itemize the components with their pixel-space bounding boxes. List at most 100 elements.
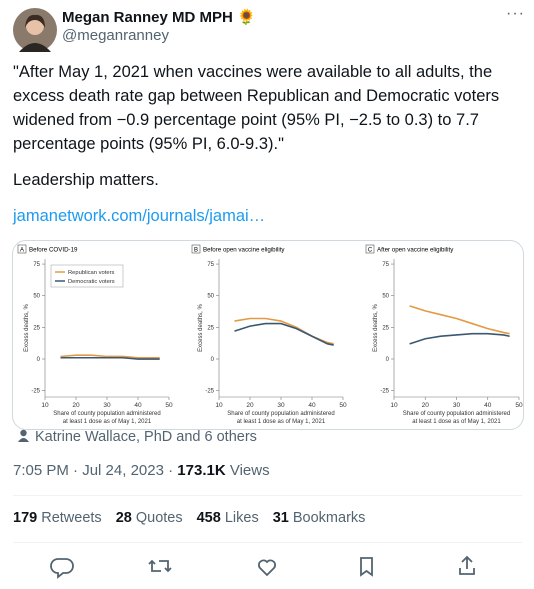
reply-button[interactable] bbox=[50, 558, 74, 579]
trend-line bbox=[60, 354, 160, 359]
y-tick-label: 0 bbox=[37, 357, 41, 363]
bookmark-button[interactable] bbox=[360, 557, 373, 577]
image[interactable]: A Before COVID-19 75 50 25 0 -25 10 20 30 40 50 Exce… bbox=[12, 240, 524, 430]
x-axis-label: at least 1 dose as of May 1, 2021 bbox=[412, 419, 501, 425]
social-text: Katrine Wallace, PhD and 6 others bbox=[35, 429, 257, 445]
stat-label: Likes bbox=[224, 510, 259, 526]
y-tick-label: -25 bbox=[205, 389, 214, 395]
y-tick-label: 75 bbox=[33, 262, 40, 268]
panel-title: Before COVID-19 bbox=[29, 247, 78, 254]
panel-letter-box bbox=[17, 244, 27, 254]
divider bbox=[13, 495, 522, 496]
trend-line bbox=[409, 332, 510, 345]
stat-label: Retweets bbox=[41, 510, 102, 526]
separator: · bbox=[73, 462, 79, 479]
stat-count: 179 bbox=[13, 510, 38, 526]
action-bar bbox=[50, 555, 475, 579]
stat[interactable]: 31 Bookmarks bbox=[273, 510, 366, 526]
stat[interactable]: 28 Quotes bbox=[116, 510, 183, 526]
panel-letter: B bbox=[194, 248, 198, 254]
panel-title: Before open vaccine eligibility bbox=[203, 247, 285, 254]
y-tick-label: 25 bbox=[382, 325, 389, 331]
stats: 179 Retweets 28 Quotes 458 Likes 31 Bookmar… bbox=[13, 510, 379, 526]
chart-panel: B Before open vaccine eligibility 75 50 25 0 -… bbox=[191, 244, 347, 425]
legend-label: Democratic voters bbox=[68, 279, 115, 285]
author-name[interactable]: Megan Ranney MD MPH 🌻 bbox=[62, 9, 256, 26]
avatar[interactable] bbox=[13, 8, 57, 52]
y-axis-label: Excess deaths, % bbox=[24, 303, 30, 351]
x-tick-label: 50 bbox=[339, 402, 347, 409]
x-tick-label: 50 bbox=[165, 402, 173, 409]
y-tick-label: 75 bbox=[207, 262, 214, 268]
person-icon bbox=[18, 429, 29, 442]
y-tick-label: -25 bbox=[380, 389, 389, 395]
y-tick-label: 50 bbox=[382, 294, 389, 300]
stat-count: 31 bbox=[272, 510, 289, 526]
y-tick-label: -25 bbox=[31, 389, 40, 395]
x-tick-label: 10 bbox=[215, 402, 223, 409]
x-axis-label: Share of county population administered bbox=[403, 411, 510, 417]
x-tick-label: 20 bbox=[246, 402, 254, 409]
y-axis-label: Excess deaths, % bbox=[198, 303, 204, 351]
trend-line bbox=[234, 322, 334, 346]
stat-label: Bookmarks bbox=[292, 510, 366, 526]
y-tick-label: 75 bbox=[382, 262, 389, 268]
x-axis-label: Share of county population administered bbox=[227, 411, 334, 417]
views-label: Views bbox=[229, 462, 270, 479]
legend-box bbox=[50, 264, 124, 288]
stat-label: Quotes bbox=[135, 510, 183, 526]
x-tick-label: 30 bbox=[277, 402, 285, 409]
share-button[interactable] bbox=[459, 555, 475, 575]
chart-panel: C After open vaccine eligibility 75 50 25 0 -2… bbox=[365, 244, 523, 425]
trend-line bbox=[234, 317, 334, 345]
social-context[interactable]: Katrine Wallace, PhD and 6 others bbox=[17, 429, 257, 445]
panel-letter: C bbox=[368, 248, 373, 254]
x-tick-label: 20 bbox=[72, 402, 80, 409]
x-tick-label: 30 bbox=[453, 402, 461, 409]
x-tick-label: 30 bbox=[103, 402, 111, 409]
separator: · bbox=[168, 462, 174, 479]
x-axis-label: Share of county population administered bbox=[53, 411, 160, 417]
y-tick-label: 25 bbox=[207, 325, 214, 331]
stat[interactable]: 458 Likes bbox=[197, 510, 259, 526]
trend-line bbox=[60, 356, 160, 360]
more-button[interactable]: ··· bbox=[506, 5, 525, 22]
trend-line bbox=[409, 305, 510, 335]
x-tick-label: 40 bbox=[484, 402, 492, 409]
views-count: 173.1K bbox=[177, 462, 226, 479]
tweet-text: "After May 1, 2021 when vaccines were av… bbox=[13, 60, 525, 240]
y-tick-label: 25 bbox=[33, 325, 40, 331]
panel-title: After open vaccine eligibility bbox=[377, 247, 454, 254]
paragraph: Leadership matters. bbox=[13, 171, 159, 189]
stat-count: 28 bbox=[115, 510, 132, 526]
x-tick-label: 50 bbox=[515, 402, 523, 409]
x-tick-label: 10 bbox=[390, 402, 398, 409]
y-tick-label: 0 bbox=[386, 357, 390, 363]
x-axis-label: at least 1 dose as of May 1, 2021 bbox=[237, 419, 326, 425]
legend-label: Republican voters bbox=[68, 270, 115, 276]
retweet-button[interactable] bbox=[148, 559, 172, 573]
paragraph: "After May 1, 2021 when vaccines were av… bbox=[13, 63, 500, 153]
like-button[interactable] bbox=[258, 559, 276, 577]
time[interactable]: 7:05 PM bbox=[13, 462, 69, 479]
meta: 7:05 PM · Jul 24, 2023 · 173.1K Views bbox=[13, 462, 270, 479]
panel-letter-box bbox=[365, 244, 375, 254]
date[interactable]: Jul 24, 2023 bbox=[82, 462, 164, 479]
divider bbox=[13, 542, 522, 543]
stat-count: 458 bbox=[196, 510, 221, 526]
y-tick-label: 0 bbox=[211, 357, 215, 363]
panel-letter-box bbox=[191, 244, 201, 254]
y-axis-label: Excess deaths, % bbox=[373, 303, 379, 351]
x-tick-label: 40 bbox=[308, 402, 316, 409]
link[interactable]: jamanetwork.com/journals/jamai… bbox=[13, 207, 266, 225]
x-axis-label: at least 1 dose as of May 1, 2021 bbox=[63, 419, 152, 425]
y-tick-label: 50 bbox=[33, 294, 40, 300]
x-tick-label: 10 bbox=[41, 402, 49, 409]
x-tick-label: 20 bbox=[422, 402, 430, 409]
author-handle[interactable]: @meganranney bbox=[62, 27, 169, 44]
y-tick-label: 50 bbox=[207, 294, 214, 300]
stat[interactable]: 179 Retweets bbox=[13, 510, 102, 526]
